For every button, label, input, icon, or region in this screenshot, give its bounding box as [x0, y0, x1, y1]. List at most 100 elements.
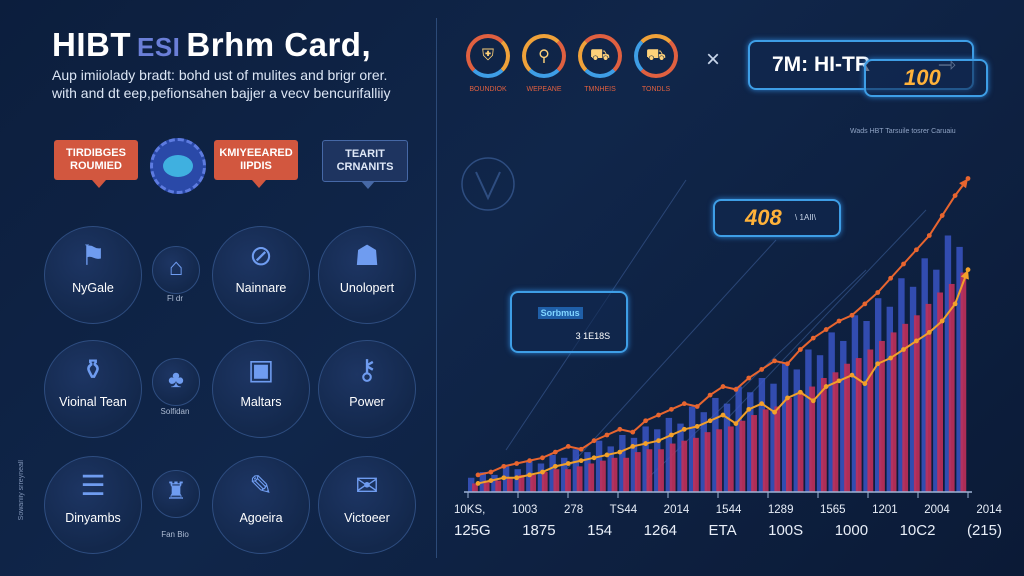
x-tick-label-2: 278 [563, 504, 584, 516]
x-tick-label-secondary-7: 10C2 [899, 522, 936, 539]
bar-red-19 [693, 437, 699, 492]
feature-agoeira[interactable]: ✎ Agoeira [212, 456, 310, 554]
bar-blue-40 [933, 269, 940, 492]
line-gold-point-2 [501, 475, 507, 481]
line-gold-point-8 [578, 458, 584, 464]
line-orange-point-15 [669, 406, 674, 412]
bar-blue-34 [863, 321, 870, 492]
top-icon-1[interactable]: ⛨ [466, 34, 510, 78]
x-tick-label-0: 10KS, [454, 504, 486, 516]
callout-sorbmus-sub: 3 1E18S [575, 330, 611, 341]
feature-victoeer[interactable]: ✉ Victoeer [318, 456, 416, 554]
line-orange-point-10 [604, 432, 610, 438]
line-gold-point-5 [540, 469, 545, 475]
bar-blue-19 [688, 406, 696, 492]
line-gold-point-11 [617, 449, 623, 455]
line-orange-point-32 [888, 275, 894, 281]
feature-label: Vioinal Tean [59, 395, 127, 409]
bar-red-24 [751, 415, 757, 492]
top-icon-2[interactable]: ⚲ [522, 34, 566, 78]
top-icon-4-label: TONDLS [641, 86, 671, 93]
line-orange-point-35 [926, 233, 932, 238]
bar-blue-13 [619, 435, 626, 492]
bar-red-17 [669, 443, 676, 492]
line-orange-point-14 [656, 412, 661, 418]
close-icon[interactable]: × [706, 46, 721, 73]
small-feature-label: Solfidan [160, 407, 190, 416]
bar-red-34 [867, 349, 874, 492]
x-tick-label-secondary-6: 1000 [834, 522, 869, 539]
line-gold-point-10 [604, 452, 610, 458]
badge-inputs: KMIYEEARED IIPDIS [214, 140, 298, 188]
bar-blue-37 [898, 278, 905, 492]
line-gold-point-31 [875, 361, 881, 367]
feature-nygale[interactable]: ⚑ NyGale [44, 226, 142, 324]
bar-red-22 [727, 426, 734, 492]
title-right: Brhm Card, [186, 26, 372, 63]
line-gold-point-7 [565, 461, 571, 466]
feature-label: Agoeira [239, 511, 283, 525]
small-feature-tree[interactable]: ♣ [152, 358, 200, 406]
feature-maltars[interactable]: ▣ Maltars [212, 340, 310, 438]
bar-red-23 [739, 420, 746, 492]
bar-red-29 [809, 386, 816, 492]
bar-blue-36 [886, 306, 893, 492]
line-orange-point-20 [733, 387, 739, 392]
small-feature-label: Fl dr [167, 294, 183, 303]
badge-routes-text: TIRDIBGES ROUMIED [66, 147, 126, 172]
feature-vioinal-tean[interactable]: ⚱ Vioinal Tean [44, 340, 142, 438]
line-orange-point-34 [914, 247, 919, 253]
bar-red-1 [483, 480, 490, 492]
bar-red-41 [948, 283, 955, 492]
line-gold-point-37 [952, 301, 958, 307]
feature-power[interactable]: ⚷ Power [318, 340, 416, 438]
feature-dinyambs[interactable]: ☰ Dinyambs [44, 456, 142, 554]
stall-icon: ☗ [354, 240, 380, 271]
callout-408: 408 \ 1AII\ [713, 199, 842, 237]
bar-blue-11 [595, 440, 603, 492]
bar-red-28 [797, 392, 804, 492]
line-gold-point-9 [591, 455, 597, 461]
chat-icon: ✉ [355, 470, 379, 501]
x-tick-label-secondary-8: (215) [966, 522, 1002, 539]
page-title: HIBT ESI Brhm Card, [52, 26, 371, 64]
building-icon: ⌂ [168, 254, 184, 281]
callout-sorbmus: Sorbmus 3 1E18S [509, 290, 628, 353]
side-caption: Sowaniiy srreyneall [18, 460, 25, 521]
line-orange-point-29 [849, 312, 855, 318]
page-subtitle: Aup imiiolady bradt: bohd ust of mulites… [52, 66, 422, 102]
line-orange-point-9 [591, 438, 597, 444]
badge-inputs-text: KMIYEEARED IIPDIS [219, 147, 293, 172]
line-orange-point-18 [707, 392, 713, 398]
bar-red-20 [704, 432, 711, 492]
x-tick-label-secondary-2: 154 [587, 522, 613, 539]
chart-decoration [461, 157, 515, 211]
feature-unolopert[interactable]: ☗ Unolopert [318, 226, 416, 324]
small-feature-shirt[interactable]: ♜ [152, 470, 200, 518]
small-feature-label: Fan Bio [161, 530, 189, 539]
small-feature-building[interactable]: ⌂ [152, 246, 200, 294]
line-gold-point-21 [746, 406, 752, 412]
badge-routes: TIRDIBGES ROUMIED [54, 140, 138, 188]
top-icon-3[interactable]: ⛟ [578, 34, 622, 78]
bar-blue-41 [944, 235, 952, 492]
x-tick-label-secondary-1: 1875 [522, 522, 556, 539]
bar-red-5 [530, 474, 537, 492]
feature-nainnare[interactable]: ⊘ Nainnare [212, 226, 310, 324]
line-orange-point-28 [836, 318, 842, 324]
line-orange-point-24 [785, 361, 790, 367]
bar-red-42 [960, 272, 967, 492]
x-tick-label-7: 1565 [820, 504, 846, 516]
bar-red-35 [879, 340, 885, 492]
line-orange-point-16 [681, 401, 687, 407]
line-orange-arrowhead [959, 178, 968, 189]
x-tick-label-8: 1201 [872, 504, 898, 516]
line-gold-point-1 [488, 478, 494, 483]
line-gold-point-4 [527, 472, 532, 478]
line-gold-point-28 [836, 378, 842, 384]
line-orange-point-27 [823, 327, 829, 332]
badge-grants-text: TEARIT CRNANITS [336, 148, 394, 173]
bar-red-9 [576, 466, 583, 492]
top-icon-4[interactable]: ⛟ [634, 34, 678, 78]
bar-red-37 [902, 323, 909, 492]
